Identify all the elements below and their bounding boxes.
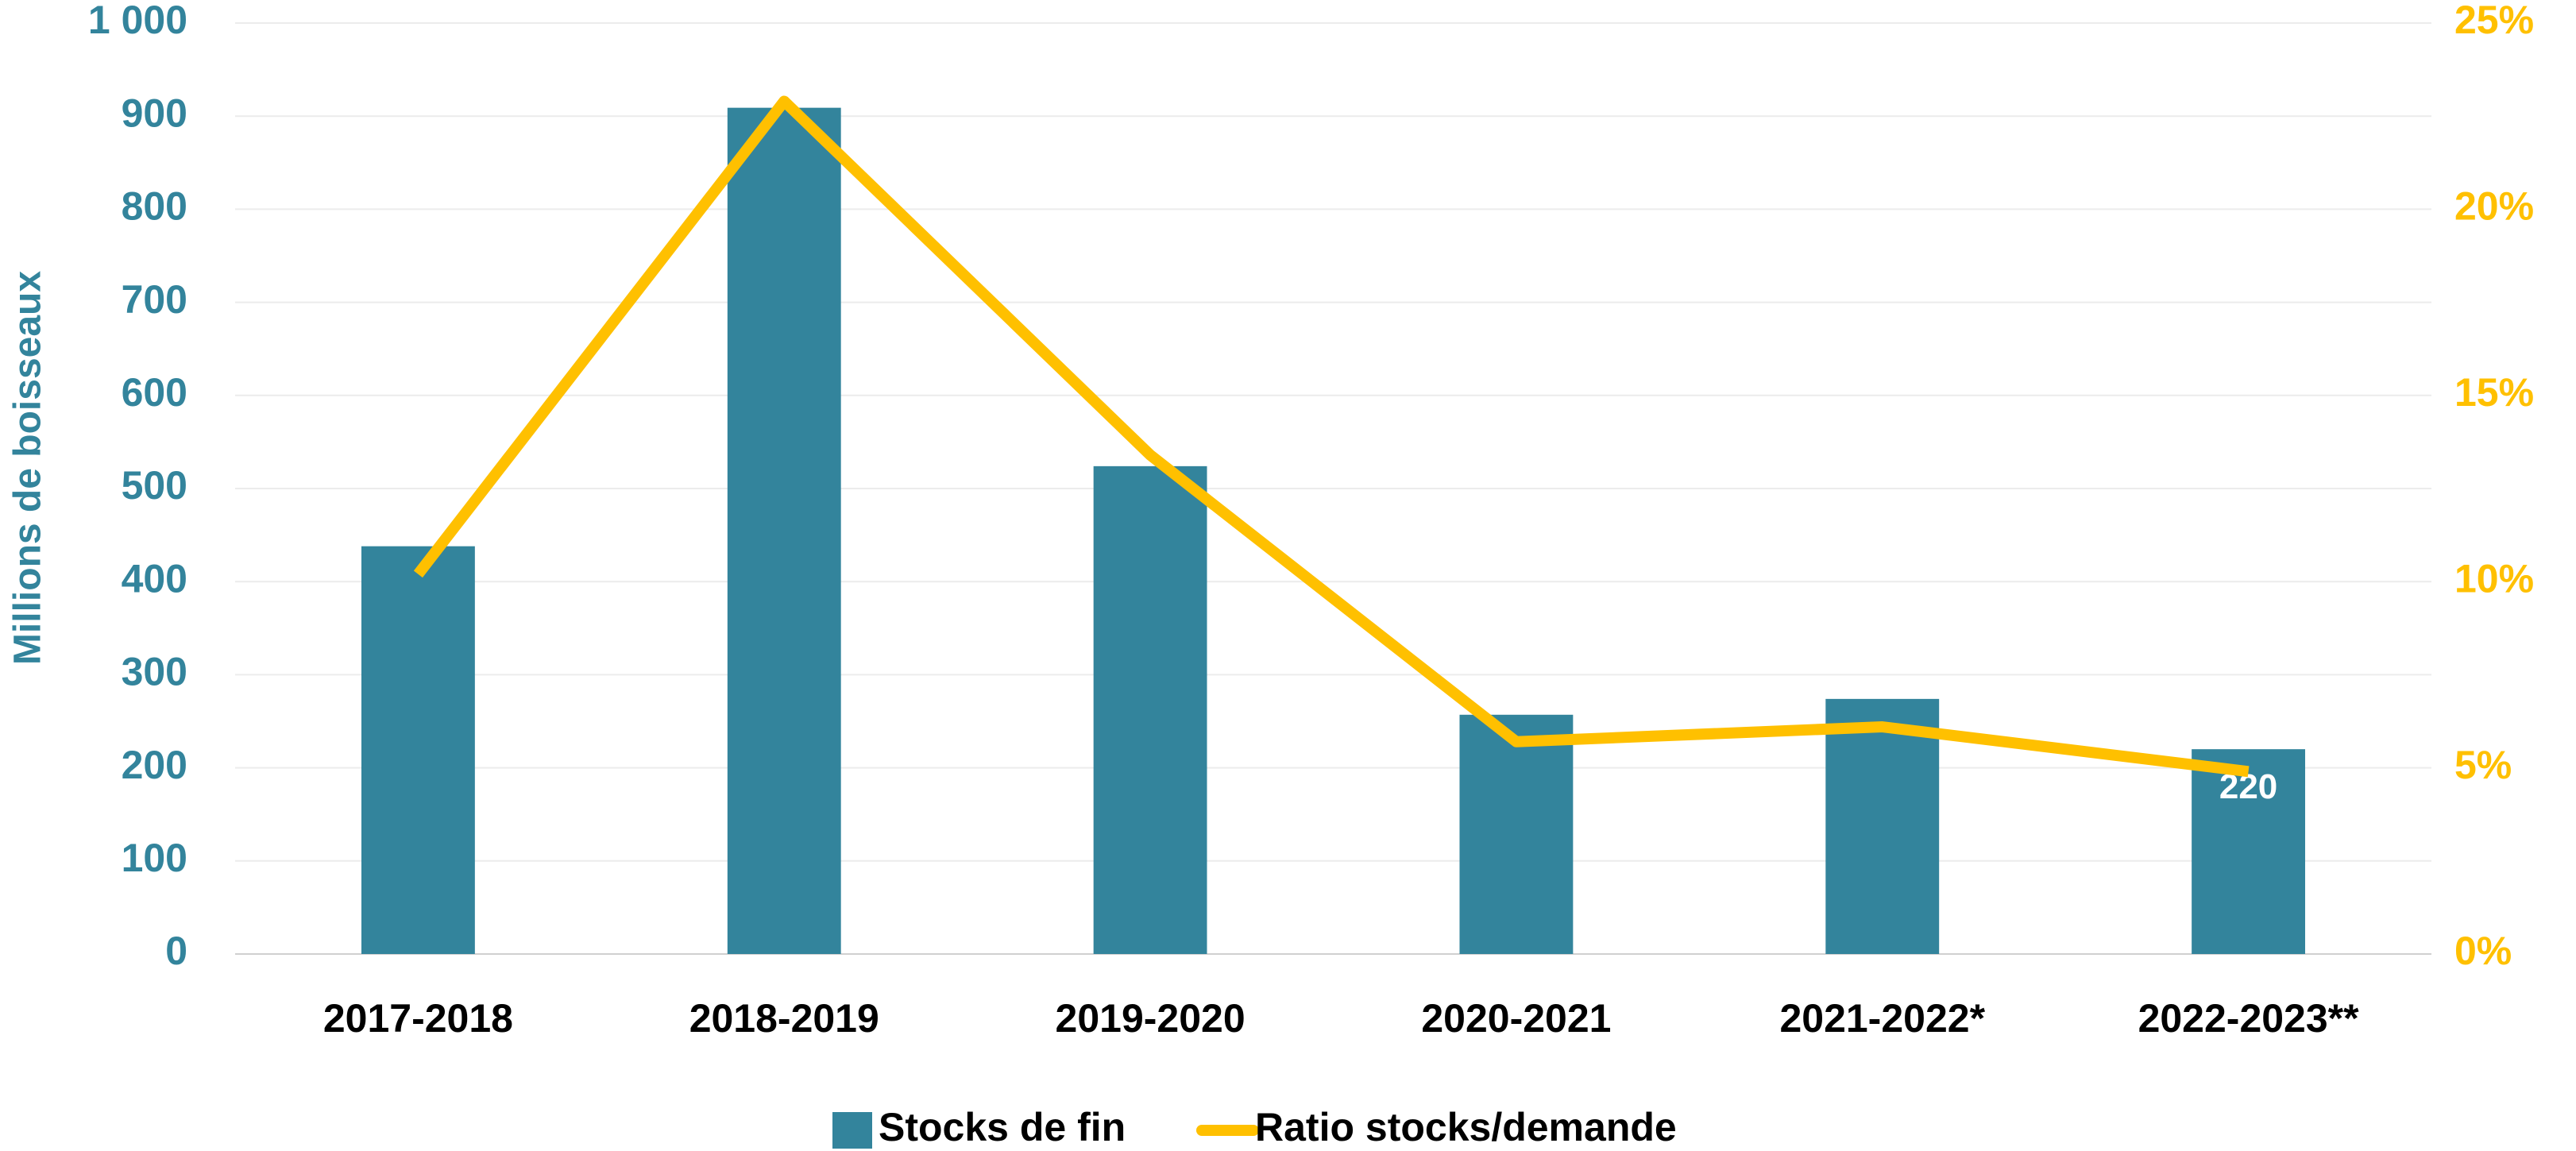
y2-tick-label: 10% [2454,556,2534,601]
legend-swatch [832,1112,872,1149]
y-tick-label: 800 [122,184,187,229]
x-tick-label: 2018-2019 [689,996,879,1041]
bar [1825,698,1940,954]
y-tick-label: 900 [122,91,187,135]
bar [727,107,841,955]
y-tick-label: 1 000 [88,0,187,42]
x-tick-label: 2021-2022* [1779,996,1985,1041]
y2-tick-label: 25% [2454,0,2534,42]
y2-tick-label: 5% [2454,743,2512,787]
x-tick-label: 2022-2023** [2138,996,2360,1041]
y2-tick-label: 15% [2454,370,2534,415]
y-tick-label: 200 [122,743,187,787]
x-tick-label: 2017-2018 [323,996,513,1041]
y-tick-label: 300 [122,650,187,694]
line [413,95,2250,778]
legend-label: Ratio stocks/demande [1255,1105,1677,1149]
bar [1093,465,1207,954]
y-tick-label: 600 [122,370,187,415]
y-tick-label: 0 [165,929,187,973]
x-tick-label: 2019-2020 [1056,996,1246,1041]
y-tick-label: 100 [122,836,187,880]
x-tick-label: 2020-2021 [1421,996,1611,1041]
bar [1459,714,1574,954]
y-tick-label: 500 [122,463,187,508]
y-tick-label: 400 [122,556,187,601]
y-tick-label: 700 [122,277,187,322]
y2-tick-label: 0% [2454,929,2512,973]
y2-tick-label: 20% [2454,184,2534,229]
bar [2192,749,2306,954]
bar [361,546,475,954]
y-axis-title: Millions de boisseaux [7,271,49,665]
legend-label: Stocks de fin [879,1105,1126,1149]
